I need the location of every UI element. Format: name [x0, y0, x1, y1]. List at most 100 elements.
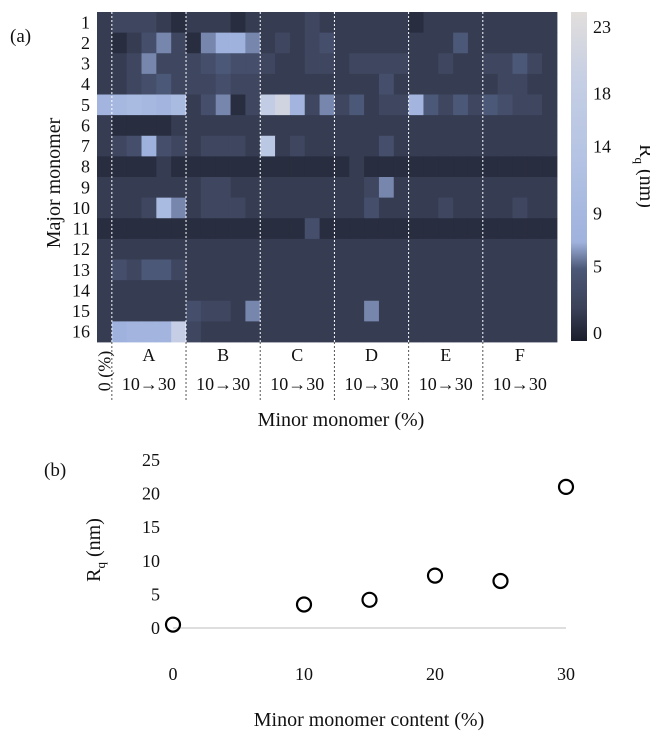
- heatmap-cell: [186, 115, 202, 137]
- heatmap-cell: [378, 94, 395, 116]
- heatmap-cell: [111, 321, 128, 343]
- heatmap-cell: [393, 300, 410, 322]
- heatmap-cell: [364, 94, 380, 116]
- heatmap-cell: [512, 280, 528, 302]
- heatmap-cell: [126, 73, 142, 95]
- heatmap-cell: [482, 115, 499, 137]
- heatmap-cell: [349, 115, 365, 137]
- heatmap-cell: [230, 135, 246, 157]
- scatter-point: [492, 572, 509, 590]
- heatmap-group-label: E: [440, 345, 451, 365]
- heatmap-cell: [423, 115, 439, 137]
- colorbar-tick-label: 18: [593, 84, 611, 104]
- heatmap-cell: [453, 259, 469, 281]
- heatmap-cell: [542, 259, 558, 281]
- heatmap-row-label: 1: [81, 12, 90, 32]
- heatmap-cell: [171, 53, 187, 75]
- heatmap-group-label: B: [217, 345, 229, 365]
- heatmap-cell: [111, 280, 128, 302]
- heatmap-cell: [275, 115, 291, 137]
- heatmap-cell: [186, 300, 202, 322]
- heatmap-cell: [364, 238, 380, 260]
- heatmap-cell: [304, 280, 320, 302]
- heatmap-cell: [245, 218, 261, 240]
- heatmap-cell: [171, 238, 187, 260]
- heatmap-cell: [319, 115, 335, 137]
- heatmap-cell: [97, 300, 113, 322]
- heatmap-cell: [186, 218, 202, 240]
- heatmap-cell: [126, 94, 142, 116]
- heatmap-cell: [349, 259, 365, 281]
- heatmap-cell: [97, 280, 113, 302]
- heatmap-cell: [141, 156, 157, 178]
- heatmap-cell: [438, 177, 454, 199]
- scatter-point: [164, 616, 182, 633]
- heatmap-cell: [304, 73, 320, 95]
- heatmap-cell: [319, 94, 335, 116]
- heatmap-row-label: 15: [72, 301, 90, 321]
- heatmap-cell: [542, 94, 558, 116]
- heatmap-cell: [171, 177, 187, 199]
- scatter-x-tick-label: 10: [295, 664, 313, 684]
- heatmap-cell: [408, 135, 424, 157]
- heatmap-cell: [527, 73, 543, 95]
- heatmap-cell: [141, 259, 157, 281]
- heatmap-cell: [186, 197, 202, 219]
- heatmap-cells: [97, 12, 558, 343]
- heatmap-cell: [275, 73, 291, 95]
- heatmap-cell: [497, 300, 513, 322]
- colorbar-tick-label: 0: [593, 323, 602, 343]
- heatmap-cell: [423, 32, 439, 54]
- heatmap-cell: [275, 280, 291, 302]
- heatmap-cell: [423, 321, 439, 343]
- scatter-y-tick-label: 15: [142, 517, 160, 537]
- heatmap-cell: [245, 12, 261, 34]
- heatmap-cell: [393, 280, 410, 302]
- heatmap-cell: [364, 280, 380, 302]
- heatmap-cell: [467, 280, 484, 302]
- heatmap-cell: [126, 53, 142, 75]
- colorbar-label-sub: q: [632, 157, 647, 164]
- heatmap-cell: [156, 53, 172, 75]
- heatmap-cell: [378, 73, 395, 95]
- heatmap-cell: [527, 32, 543, 54]
- scatter-panel: (b) Rq (nm) 0 5 10 15 20 25 0 10 20 30 Minor mon…: [44, 450, 575, 731]
- heatmap-group-range: 10→30: [419, 374, 473, 394]
- heatmap-cell: [289, 300, 306, 322]
- heatmap-group-label: A: [142, 345, 155, 365]
- heatmap-cell: [275, 135, 291, 157]
- heatmap-cell: [200, 94, 217, 116]
- heatmap-cell: [393, 12, 410, 34]
- heatmap-cell: [438, 53, 454, 75]
- heatmap-cell: [423, 280, 439, 302]
- heatmap-cell: [260, 300, 276, 322]
- heatmap-cell: [497, 73, 513, 95]
- heatmap-cell: [349, 280, 365, 302]
- heatmap-row-label: 11: [73, 219, 90, 239]
- heatmap-cell: [408, 238, 424, 260]
- heatmap-cell: [289, 135, 306, 157]
- heatmap-cell: [111, 32, 128, 54]
- heatmap-cell: [453, 280, 469, 302]
- heatmap-cell: [245, 197, 261, 219]
- heatmap-cell: [245, 115, 261, 137]
- heatmap-cell: [97, 197, 113, 219]
- heatmap-cell: [349, 32, 365, 54]
- heatmap-cell: [364, 321, 380, 343]
- heatmap-cell: [111, 259, 128, 281]
- heatmap-cell: [230, 12, 246, 34]
- heatmap-row-label: 16: [72, 322, 90, 342]
- heatmap-cell: [408, 280, 424, 302]
- heatmap-row-label: 3: [81, 54, 90, 74]
- panel-b-label: (b): [44, 460, 66, 481]
- heatmap-cell: [497, 218, 513, 240]
- heatmap-cell: [171, 135, 187, 157]
- heatmap-cell: [319, 238, 335, 260]
- scatter-y-tick-label: 0: [151, 618, 160, 638]
- scatter-point: [361, 591, 378, 608]
- heatmap-cell: [230, 321, 246, 343]
- heatmap-cell: [275, 32, 291, 54]
- heatmap-cell: [542, 238, 558, 260]
- heatmap-cell: [186, 238, 202, 260]
- heatmap-cell: [141, 177, 157, 199]
